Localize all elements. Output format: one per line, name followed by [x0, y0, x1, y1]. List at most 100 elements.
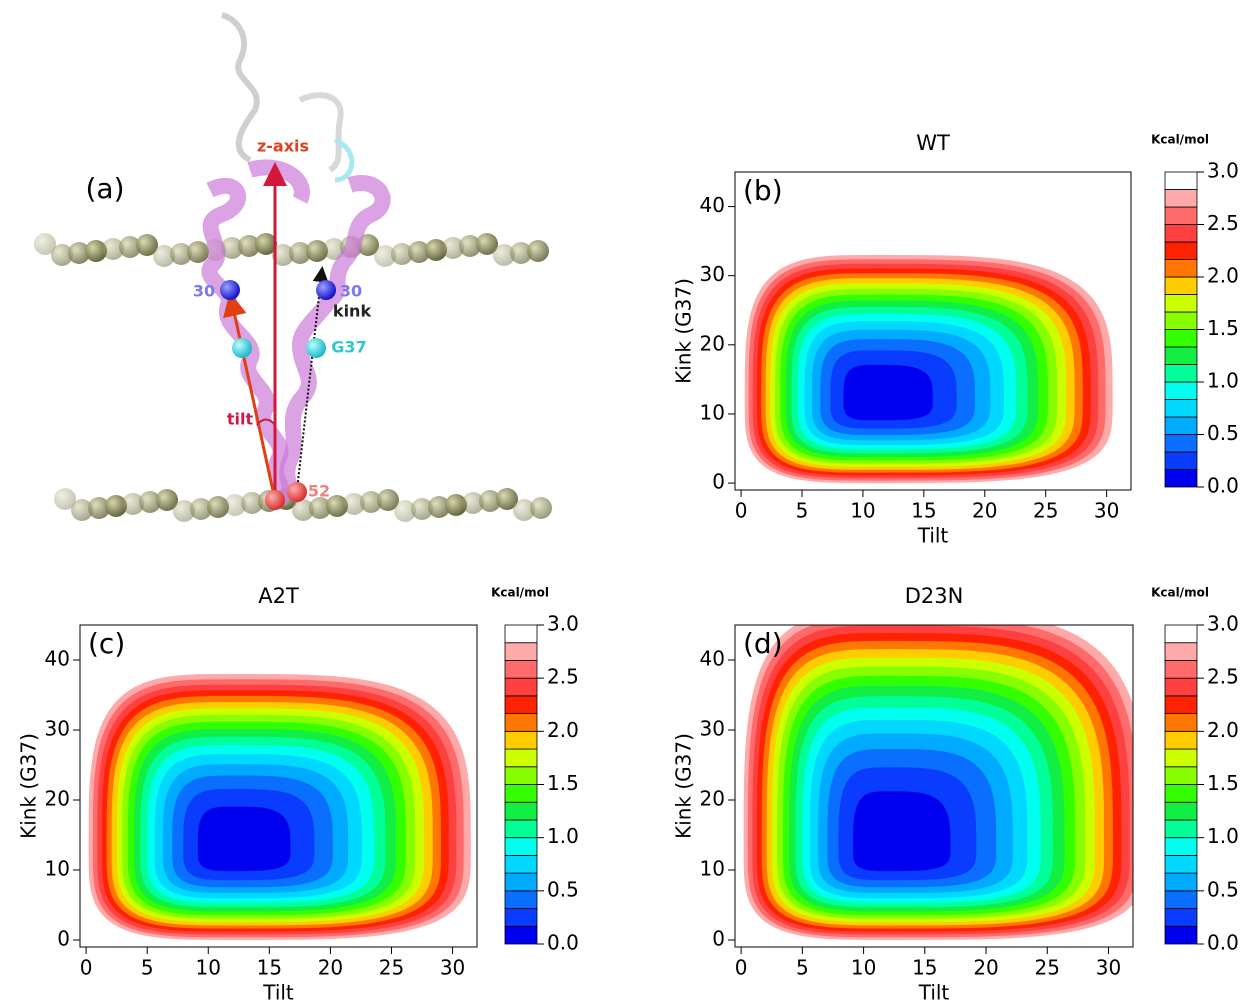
x-tick-label: 10 [850, 499, 875, 523]
colorbar-segment [1165, 330, 1197, 348]
residue-bead [265, 490, 285, 510]
contour-band [844, 365, 933, 420]
residue-bead [287, 482, 307, 502]
loop [222, 15, 257, 160]
contour-band [853, 791, 950, 871]
x-tick-label: 5 [796, 499, 809, 523]
colorbar-segment [1165, 625, 1197, 643]
colorbar-segment [1165, 435, 1197, 453]
annotation: kink [333, 302, 372, 321]
annotation: G37 [331, 338, 366, 357]
colorbar-segment [1165, 400, 1197, 418]
y-tick-label: 30 [45, 717, 70, 741]
colorbar-segment [1165, 452, 1197, 470]
residue-bead [220, 280, 240, 300]
colorbar-segment [1165, 643, 1197, 661]
colorbar-segment [1165, 891, 1197, 909]
x-tick-label: 10 [851, 956, 876, 980]
colorbar-tick-label: 2.0 [547, 718, 579, 742]
colorbar-segment [505, 749, 537, 767]
colorbar-segment [1165, 731, 1197, 749]
residue-bead [232, 338, 252, 358]
panel-label: (b) [743, 174, 783, 207]
colorbar-segment [1165, 909, 1197, 927]
colorbar-segment [1165, 785, 1197, 803]
colorbar-segment [505, 625, 537, 643]
colorbar-segment [505, 802, 537, 820]
colorbar-segment [505, 855, 537, 873]
contour-band [198, 807, 291, 872]
colorbar-tick-label: 2.5 [547, 665, 579, 689]
helix [250, 167, 383, 500]
x-tick-label: 20 [973, 956, 998, 980]
colorbar-tick-label: 1.5 [1207, 316, 1239, 340]
colorbar-segment [505, 785, 537, 803]
colorbar-segment [505, 643, 537, 661]
colorbar-segment [1165, 417, 1197, 435]
x-tick-label: 0 [80, 956, 93, 980]
x-tick-label: 5 [141, 956, 154, 980]
lipid-bead [527, 240, 549, 262]
x-tick-label: 20 [972, 499, 997, 523]
contour-chart: 051015202530010203040D23N(d)TiltKink (G3… [672, 584, 1239, 1005]
y-tick-label: 40 [700, 647, 725, 671]
x-axis-label: Tilt [918, 981, 950, 1005]
colorbar-segment [1165, 207, 1197, 225]
panel-label: (c) [88, 627, 125, 660]
contour-bands [744, 611, 1146, 940]
chart-title: D23N [905, 584, 964, 608]
chart-title: A2T [258, 584, 299, 608]
colorbar-segment [505, 678, 537, 696]
colorbar-tick-label: 2.5 [1207, 665, 1239, 689]
annotation: 30 [193, 282, 215, 301]
colorbar-tick-label: 0.5 [1207, 421, 1239, 445]
y-tick-label: 0 [712, 927, 725, 951]
colorbar-segment [1165, 225, 1197, 243]
colorbar-segment [1165, 260, 1197, 278]
colorbar-segment [1165, 172, 1197, 190]
y-tick-label: 10 [45, 857, 70, 881]
x-tick-label: 0 [735, 956, 748, 980]
x-tick-label: 15 [911, 499, 936, 523]
colorbar-segment [505, 838, 537, 856]
colorbar-segment [505, 731, 537, 749]
lipid-bead [530, 497, 552, 519]
residue-bead [306, 338, 326, 358]
x-tick-label: 15 [257, 956, 282, 980]
colorbar-tick-label: 0.0 [547, 931, 579, 955]
colorbar-segment [505, 873, 537, 891]
colorbar-tick-label: 2.0 [1207, 718, 1239, 742]
x-tick-label: 30 [1094, 499, 1119, 523]
y-tick-label: 10 [700, 400, 725, 424]
x-axis-label: Tilt [262, 981, 294, 1005]
colorbar-segment [1165, 365, 1197, 383]
x-tick-label: 30 [440, 956, 465, 980]
colorbar-segment [505, 660, 537, 678]
panel-label: (d) [743, 627, 783, 660]
x-tick-label: 0 [735, 499, 748, 523]
colorbar-tick-label: 1.5 [1207, 771, 1239, 795]
x-tick-label: 25 [1033, 499, 1058, 523]
colorbar-segment [1165, 470, 1197, 488]
colorbar-segment [505, 696, 537, 714]
colorbar-label: Kcal/mol [1151, 133, 1209, 147]
colorbar-segment [1165, 347, 1197, 365]
contour-bands [745, 255, 1113, 483]
colorbar-segment [1165, 242, 1197, 260]
colorbar-segment [505, 767, 537, 785]
colorbar-segment [1165, 190, 1197, 208]
colorbar-segment [1165, 838, 1197, 856]
colorbar-segment [1165, 767, 1197, 785]
colorbar-segment [1165, 820, 1197, 838]
colorbar-tick-label: 0.5 [547, 877, 579, 901]
y-tick-label: 20 [45, 787, 70, 811]
colorbar-segment [505, 909, 537, 927]
y-tick-label: 30 [700, 262, 725, 286]
colorbar-label: Kcal/mol [1151, 586, 1209, 600]
annotation: tilt [227, 410, 254, 429]
colorbar-tick-label: 3.0 [547, 612, 579, 636]
colorbar-tick-label: 0.0 [1207, 474, 1239, 498]
colorbar-segment [1165, 277, 1197, 295]
residue-bead [316, 280, 336, 300]
annotation: z-axis [257, 137, 309, 156]
